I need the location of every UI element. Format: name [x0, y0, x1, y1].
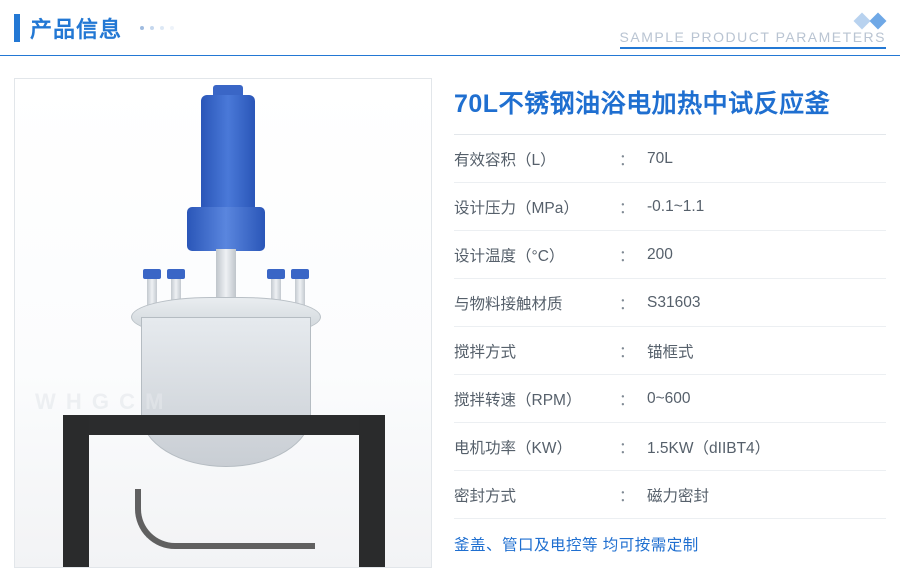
spec-colon: ：	[619, 148, 647, 170]
spec-list: 有效容积（L）：70L设计压力（MPa）：-0.1~1.1设计温度（°C）：20…	[454, 135, 886, 519]
equipment-shape	[216, 249, 236, 301]
equipment-shape	[141, 317, 311, 467]
spec-value: 锚框式	[647, 340, 694, 362]
spec-label: 搅拌方式	[454, 340, 619, 362]
spec-value: 200	[647, 246, 673, 264]
header-right: SAMPLE PRODUCT PARAMETERS	[620, 15, 886, 49]
equipment-shape	[167, 269, 185, 279]
content: W H G C M 70L不锈钢油浴电加热中试反应釜 有效容积（L）：70L设计…	[0, 56, 900, 568]
equipment-shape	[291, 269, 309, 279]
equipment-shape	[135, 489, 315, 549]
spec-row: 密封方式：磁力密封	[454, 471, 886, 519]
product-title: 70L不锈钢油浴电加热中试反应釜	[454, 78, 886, 135]
equipment-shape	[63, 415, 89, 568]
header-dots-icon	[140, 26, 174, 30]
spec-label: 密封方式	[454, 484, 619, 506]
spec-value: 70L	[647, 150, 673, 168]
spec-value: 0~600	[647, 390, 691, 408]
equipment-shape	[267, 269, 285, 279]
spec-colon: ：	[619, 484, 647, 506]
spec-value: 1.5KW（dIIBT4）	[647, 436, 770, 458]
spec-row: 设计温度（°C）：200	[454, 231, 886, 279]
spec-label: 设计压力（MPa）	[454, 196, 619, 218]
diamond-icon	[620, 15, 886, 27]
spec-row: 搅拌方式：锚框式	[454, 327, 886, 375]
header-accent-bar	[14, 14, 20, 42]
spec-label: 有效容积（L）	[454, 148, 619, 170]
equipment-shape	[359, 415, 385, 568]
spec-value: 磁力密封	[647, 484, 709, 506]
equipment-shape	[201, 95, 255, 213]
spec-label: 与物料接触材质	[454, 292, 619, 314]
spec-label: 搅拌转速（RPM）	[454, 388, 619, 410]
spec-value: -0.1~1.1	[647, 198, 704, 216]
spec-row: 设计压力（MPa）：-0.1~1.1	[454, 183, 886, 231]
spec-colon: ：	[619, 196, 647, 218]
product-image: W H G C M	[14, 78, 432, 568]
spec-row: 搅拌转速（RPM）：0~600	[454, 375, 886, 423]
info-panel: 70L不锈钢油浴电加热中试反应釜 有效容积（L）：70L设计压力（MPa）：-0…	[454, 78, 886, 568]
equipment-shape	[63, 415, 385, 435]
equipment-shape	[187, 207, 265, 251]
header-subtitle: SAMPLE PRODUCT PARAMETERS	[620, 29, 886, 49]
spec-colon: ：	[619, 292, 647, 314]
spec-label: 电机功率（KW）	[454, 436, 619, 458]
spec-value: S31603	[647, 294, 700, 312]
spec-colon: ：	[619, 388, 647, 410]
header: 产品信息 SAMPLE PRODUCT PARAMETERS	[0, 0, 900, 56]
spec-colon: ：	[619, 244, 647, 266]
equipment-shape	[143, 269, 161, 279]
spec-colon: ：	[619, 436, 647, 458]
spec-row: 有效容积（L）：70L	[454, 135, 886, 183]
header-title: 产品信息	[30, 12, 122, 44]
spec-row: 与物料接触材质：S31603	[454, 279, 886, 327]
spec-label: 设计温度（°C）	[454, 244, 619, 266]
image-watermark: W H G C M	[35, 389, 165, 415]
customization-note: 釜盖、管口及电控等 均可按需定制	[454, 519, 886, 555]
spec-row: 电机功率（KW）：1.5KW（dIIBT4）	[454, 423, 886, 471]
spec-colon: ：	[619, 340, 647, 362]
